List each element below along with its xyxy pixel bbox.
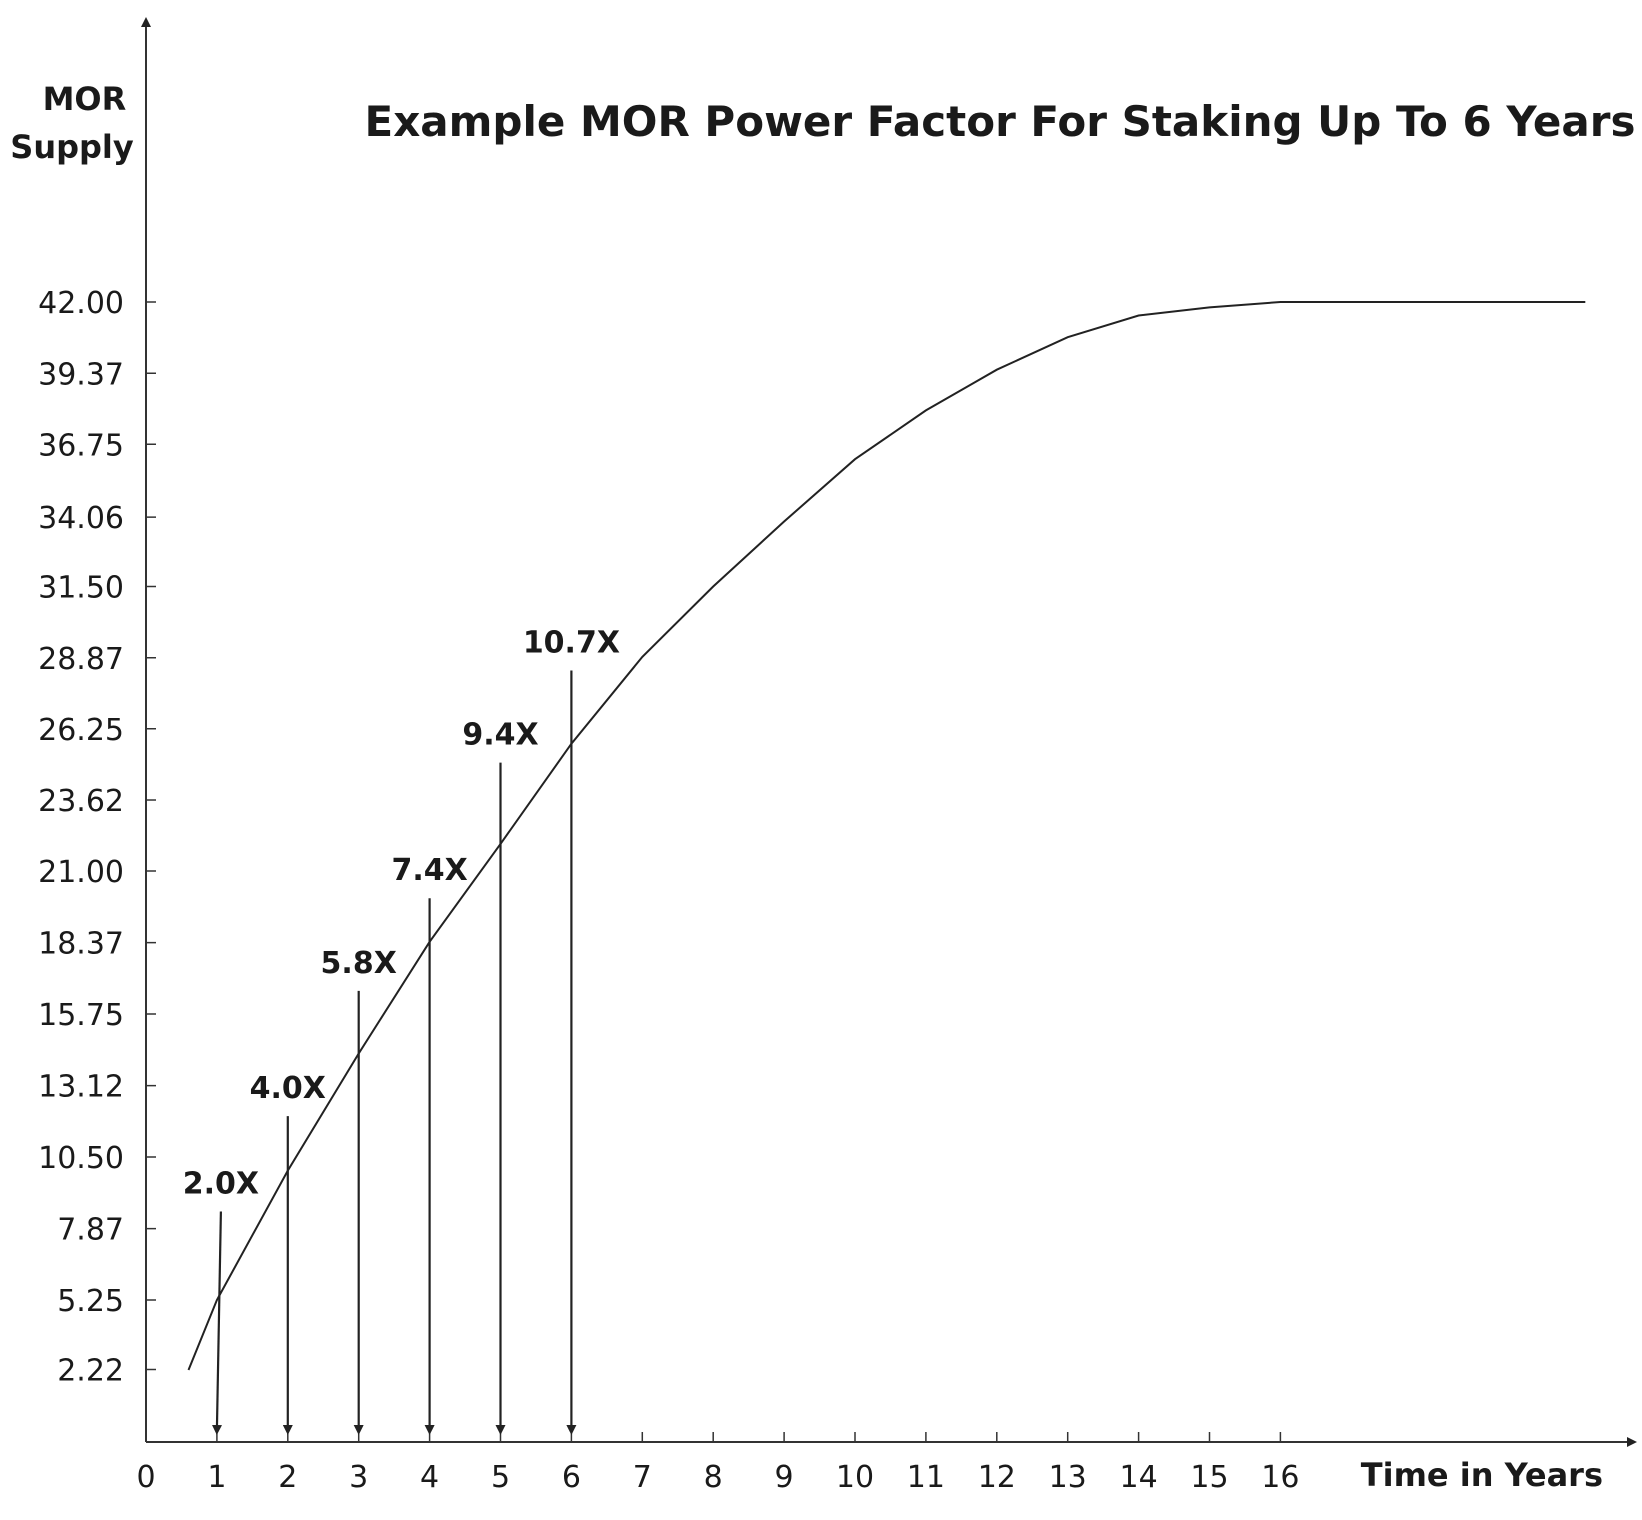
annotation-label: 10.7X [523,625,620,660]
x-tick-label: 3 [349,1460,368,1495]
x-tick-label: 8 [704,1460,723,1495]
y-tick-label: 10.50 [38,1141,124,1176]
y-tick-label: 36.75 [38,428,124,463]
y-tick-label: 34.06 [38,501,124,536]
x-tick-label: 14 [1120,1460,1158,1495]
y-tick-label: 39.37 [38,357,124,392]
series [187,301,1586,1371]
y-tick-label: 13.12 [38,1070,124,1105]
annotation-label: 2.0X [183,1166,259,1201]
x-tick-label: 1 [207,1460,226,1495]
annotation-label: 5.8X [321,946,397,981]
x-tick-label: 10 [836,1460,874,1495]
annotation-arrow [211,1211,222,1435]
x-tick-label: 0 [136,1460,155,1495]
x-tick-label: 6 [562,1460,581,1495]
y-tick-label: 2.22 [57,1354,124,1389]
x-tick-label: 11 [907,1460,945,1495]
annotations: 2.0X 4.0X 5.8X 7.4X 9.4X 10.7X [183,625,620,1435]
y-tick-label: 5.25 [57,1284,124,1319]
annotation-label: 7.4X [391,853,467,888]
y-axis-title: MOR Supply [10,80,137,166]
x-tick-label: 9 [775,1460,794,1495]
y-tick-label: 23.62 [38,784,124,819]
y-tick-label: 42.00 [38,286,124,321]
annotation-label: 4.0X [250,1071,326,1106]
annotation-label: 9.4X [462,718,538,753]
axes [141,17,1637,1447]
y-axis-title-line-2: Supply [10,128,134,166]
x-tick-label: 16 [1261,1460,1299,1495]
x-tick-label: 4 [420,1460,439,1495]
y-tick-label: 15.75 [38,998,124,1033]
x-tick-label: 7 [633,1460,652,1495]
y-axis-title-line-1: MOR [43,80,127,118]
ticks: 0 1 2 3 4 5 6 7 8 9 10 11 12 13 14 15 162.225.257.8710.5… [38,286,1299,1495]
x-axis-title: Time in Years [1361,1456,1603,1494]
y-tick-label: 7.87 [57,1213,124,1248]
y-tick-label: 21.00 [38,855,124,890]
x-tick-label: 2 [278,1460,297,1495]
x-tick-label: 15 [1190,1460,1228,1495]
x-tick-label: 5 [491,1460,510,1495]
x-tick-label: 13 [1049,1460,1087,1495]
y-tick-label: 18.37 [38,927,124,962]
y-tick-label: 31.50 [38,571,124,606]
y-tick-label: 26.25 [38,713,124,748]
series-line [187,301,1586,1371]
x-tick-label: 12 [978,1460,1016,1495]
chart-title: Example MOR Power Factor For Staking Up … [365,97,1636,146]
y-tick-label: 28.87 [38,642,124,677]
